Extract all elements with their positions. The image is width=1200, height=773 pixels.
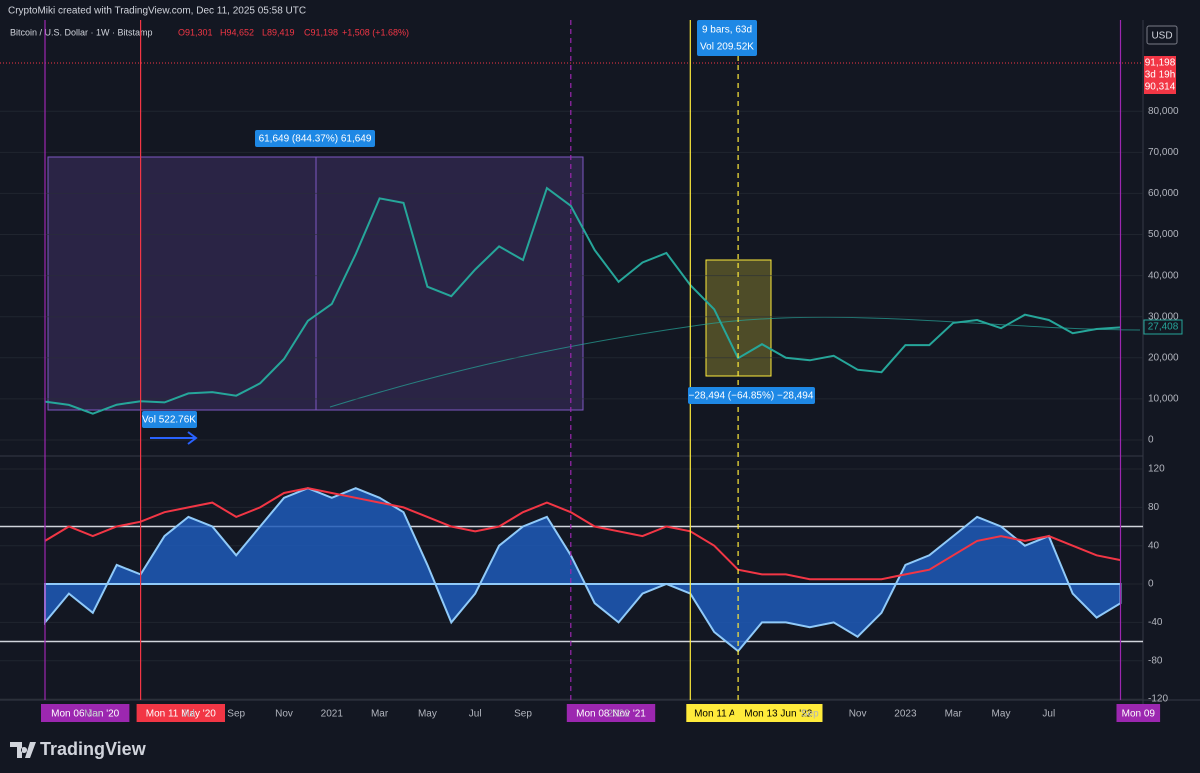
arrow <box>150 431 198 445</box>
line <box>44 186 1121 415</box>
last-price: 91,198 <box>1145 58 1176 69</box>
y-tick-label: 50,000 <box>1148 229 1179 240</box>
x-tick-label: Mon 08 Nov '21 <box>576 709 646 720</box>
y-tick-label: 120 <box>1148 464 1165 475</box>
x-tick-label: Mon 11 Apr <box>694 709 745 720</box>
area <box>44 487 1122 653</box>
y-tick-label: 60,000 <box>1148 188 1179 199</box>
y-tick-label: -40 <box>1148 617 1163 628</box>
x-tick-label: 2021 <box>321 709 344 720</box>
logo <box>10 742 36 758</box>
countdown: 3d 19h <box>1145 70 1176 81</box>
y-tick-label: 0 <box>1148 579 1154 590</box>
x-tick-label: Jul <box>469 709 482 720</box>
x-tick-label: 2022 <box>607 709 630 720</box>
x-tick-label: Jul <box>182 709 195 720</box>
measure-label: 61,649 (844.37%) 61,649 <box>259 134 372 145</box>
currency: USD <box>1151 31 1172 42</box>
y-tick-label: 40,000 <box>1148 270 1179 281</box>
prev-price: 90,314 <box>1145 82 1176 93</box>
label-box <box>688 387 815 404</box>
x-tick-label: Mar <box>371 709 389 720</box>
label-box <box>142 411 197 428</box>
y-tick-label: 70,000 <box>1148 147 1179 158</box>
date-highlight <box>734 704 823 722</box>
date-highlight <box>136 704 225 722</box>
y-tick-label: 20,000 <box>1148 352 1179 363</box>
symbol: Bitcoin / U.S. Dollar · 1W · Bitstamp <box>10 27 153 37</box>
x-tick-label: Sep <box>227 709 245 720</box>
x-tick-label: Jul <box>1042 709 1055 720</box>
x-tick-label: Mon 13 Jun '22 <box>744 709 813 720</box>
x-tick-label: Mar <box>84 709 102 720</box>
ma-price: 27,408 <box>1148 322 1179 333</box>
ohlc-open: O91,301 <box>178 27 213 37</box>
measure-label: Vol 209.52K <box>700 42 754 53</box>
y-tick-label: 10,000 <box>1148 394 1179 405</box>
x-tick-label: Mon 11 May '20 <box>146 709 217 720</box>
price-tag <box>1143 319 1183 335</box>
x-tick-label: Sep <box>514 709 532 720</box>
line <box>44 487 1121 581</box>
x-tick-label: Mon 09 <box>1122 709 1156 720</box>
label-box <box>255 130 375 147</box>
label-box <box>697 20 757 56</box>
measure-label: 9 bars, 63d <box>702 25 752 36</box>
x-tick-label: May <box>992 709 1011 720</box>
x-tick-label: 2023 <box>894 709 917 720</box>
measure-label: Vol 522.76K <box>142 415 196 426</box>
x-tick-label: Mar <box>945 709 963 720</box>
y-tick-label: 0 <box>1148 435 1154 446</box>
credit: CryptoMiki created with TradingView.com,… <box>8 6 306 17</box>
y-tick-label: 80 <box>1148 502 1160 513</box>
ohlc-high: H94,652 <box>220 27 254 37</box>
x-tick-label: Nov <box>275 709 293 720</box>
measure-label: −28,494 (−64.85%) −28,494 <box>689 391 814 402</box>
x-tick-label: Sep <box>801 709 819 720</box>
y-tick-label: 80,000 <box>1148 106 1179 117</box>
x-tick-label: Mon 06 Jan '20 <box>51 709 120 720</box>
date-highlight <box>41 704 130 722</box>
x-tick-label: Nov <box>849 709 867 720</box>
ohlc-low: L89,419 <box>262 27 295 37</box>
brand: TradingView <box>40 739 147 759</box>
y-tick-label: -120 <box>1148 694 1168 705</box>
y-tick-label: 40 <box>1148 540 1160 551</box>
ohlc-change: +1,508 (+1.68%) <box>342 27 409 37</box>
date-highlight <box>1116 704 1161 722</box>
y-tick-label: 30,000 <box>1148 311 1179 322</box>
currency-box <box>1146 25 1178 45</box>
y-tick-label: -80 <box>1148 655 1163 666</box>
date-highlight <box>566 704 656 722</box>
price-tag <box>1144 56 1176 94</box>
ohlc-close: C91,198 <box>304 27 338 37</box>
x-tick-label: May <box>418 709 437 720</box>
